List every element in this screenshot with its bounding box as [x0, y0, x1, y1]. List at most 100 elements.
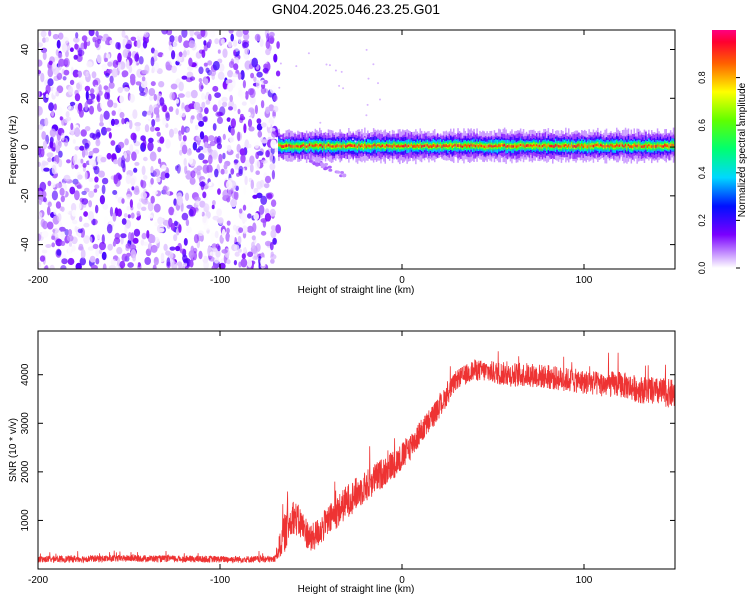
noise-cell [230, 118, 236, 129]
noise-cell [168, 206, 175, 216]
noise-cell [69, 101, 76, 106]
signal-cell [495, 144, 497, 147]
signal-cell [508, 144, 510, 148]
noise-cell [157, 146, 162, 153]
noise-cell [86, 61, 93, 68]
noise-cell [226, 220, 231, 226]
noise-cell [73, 73, 79, 78]
noise-cell [40, 218, 46, 228]
signal-cell [469, 144, 471, 148]
signal-cell [519, 143, 522, 146]
noise-cell [237, 108, 241, 115]
noise-cell [98, 249, 103, 255]
noise-cell [165, 112, 170, 122]
noise-cell [67, 85, 74, 96]
signal-cell [503, 143, 506, 147]
noise-cell [184, 192, 190, 201]
signal-cell [473, 144, 475, 147]
noise-cell [121, 30, 126, 38]
tail-cell [327, 165, 332, 169]
colorbar: 0.0 0.2 0.4 0.6 0.8 Normalized spectral ampl… [697, 30, 748, 274]
noise-cell [275, 70, 281, 77]
noise-cell [217, 116, 223, 124]
noise-cell [46, 221, 54, 230]
noise-cell [108, 132, 112, 139]
noise-cell [174, 35, 179, 43]
noise-cell [117, 86, 123, 94]
noise-cell [233, 57, 240, 65]
noise-cell [183, 158, 187, 167]
noise-cell [147, 201, 154, 212]
noise-cell [212, 85, 219, 92]
noise-cell [196, 165, 203, 171]
noise-cell [178, 81, 184, 92]
spectrogram-signal-band [278, 48, 675, 165]
signal-cell [327, 143, 330, 147]
noise-cell [125, 59, 130, 69]
noise-cell [229, 94, 233, 103]
noise-cell [73, 54, 78, 60]
signal-cell [423, 144, 426, 147]
noise-cell [74, 190, 80, 201]
noise-cell [163, 203, 168, 214]
signal-cell [530, 144, 532, 147]
colorbar-ticks: 0.0 0.2 0.4 0.6 0.8 [697, 71, 740, 274]
tail-cell [341, 174, 346, 178]
x-tick-label: -100 [210, 575, 230, 586]
noise-cell [240, 113, 244, 119]
noise-cell [216, 143, 222, 150]
noise-cell [171, 50, 176, 60]
signal-cell [522, 144, 525, 147]
noise-cell [181, 212, 189, 221]
noise-cell [77, 228, 83, 234]
noise-cell [132, 254, 137, 262]
signal-cell [442, 144, 445, 147]
signal-cell [493, 145, 496, 148]
noise-cell [116, 208, 122, 217]
y-tick-label: 0 [20, 144, 31, 150]
signal-cell [310, 143, 312, 147]
noise-cell [88, 190, 95, 198]
noise-cell [150, 195, 155, 204]
signal-cell [394, 145, 397, 148]
signal-cell [658, 144, 660, 147]
noise-cell [162, 125, 166, 135]
noise-cell [40, 47, 48, 53]
noise-cell [162, 104, 168, 113]
noise-cell [101, 37, 107, 42]
noise-cell [89, 255, 96, 263]
noise-cell [215, 111, 223, 117]
signal-cell [554, 144, 557, 147]
noise-cell [272, 105, 279, 113]
noise-cell [141, 76, 146, 82]
noise-cell [154, 117, 161, 123]
signal-cell [655, 145, 657, 148]
noise-cell [220, 168, 225, 175]
signal-cell [314, 143, 317, 147]
noise-cell [180, 108, 186, 118]
noise-cell [140, 191, 147, 199]
noise-cell [92, 147, 100, 154]
signal-cell [288, 144, 290, 147]
noise-cell [147, 141, 154, 152]
noise-cell [94, 39, 100, 48]
noise-cell [112, 102, 118, 109]
noise-cell [255, 243, 261, 252]
noise-cell [129, 144, 134, 153]
signal-cell [498, 144, 500, 147]
signal-cell [627, 144, 630, 147]
noise-cell [221, 228, 226, 239]
noise-cell [246, 225, 254, 233]
signal-cell [461, 145, 464, 148]
noise-cell [222, 48, 228, 58]
noise-cell [194, 196, 201, 202]
noise-cell [95, 248, 100, 257]
noise-cell [49, 264, 55, 269]
noise-cell [249, 155, 255, 165]
noise-cell [230, 198, 238, 208]
noise-cell [78, 80, 84, 85]
noise-cell [213, 257, 220, 264]
signal-cell [311, 144, 314, 147]
noise-cell [264, 213, 272, 222]
noise-cell [203, 224, 211, 231]
